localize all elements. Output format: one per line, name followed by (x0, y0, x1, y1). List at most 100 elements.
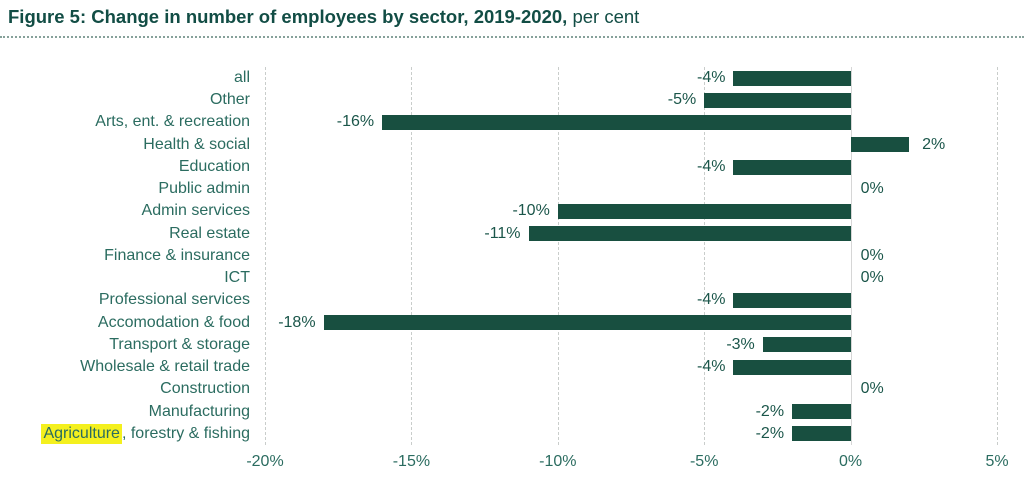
gridline (557, 67, 559, 445)
bar (323, 315, 851, 331)
value-label: 0% (860, 380, 884, 398)
value-label: -4% (697, 69, 726, 86)
value-label: -2% (755, 424, 785, 442)
gridline (704, 67, 706, 445)
plot-cell: -11% (265, 223, 997, 245)
category-label: Agriculture, forestry & fishing (41, 423, 250, 444)
bar (557, 204, 851, 219)
bar (733, 359, 851, 375)
plot-cell: -5% (265, 89, 997, 111)
value-label: 2% (922, 135, 946, 153)
category-label: Health & social (143, 135, 250, 153)
value-label: -10% (512, 202, 550, 220)
plot-cell: -4% (265, 356, 997, 378)
category-label: Transport & storage (109, 335, 250, 353)
x-axis: -20% -15% -10% -5% 0% 5% (246, 452, 1008, 479)
chart-row: Agriculture, forestry & fishing -2% (0, 423, 1024, 445)
bar (733, 70, 851, 86)
plot-cell: -4% (265, 67, 997, 89)
chart-row: Transport & storage -3% (0, 334, 1024, 356)
page: Figure 5: Change in number of employees … (0, 0, 1024, 479)
x-tick-label: -5% (689, 452, 719, 470)
x-tick-label: 0% (839, 452, 863, 470)
chart-row: Public admin 0% (0, 178, 1024, 200)
bar (733, 159, 851, 175)
category-label: Wholesale & retail trade (80, 358, 250, 376)
chart-row: Finance & insurance 0% (0, 245, 1024, 267)
x-tick-label: -20% (246, 452, 284, 470)
plot-cell: -3% (265, 334, 997, 356)
chart-row: all -4% (0, 67, 1024, 89)
category-label: Other (209, 91, 250, 109)
category-label: Construction (160, 380, 250, 398)
bar (733, 292, 851, 308)
x-tick-label: -10% (539, 452, 577, 470)
chart-row: Professional services -4% (0, 289, 1024, 311)
chart-row: Admin services -10% (0, 200, 1024, 222)
category-label: Public admin (158, 180, 250, 198)
category-label: ICT (224, 269, 250, 287)
value-label: -2% (755, 402, 785, 420)
chart-row: Arts, ent. & recreation -16% (0, 111, 1024, 133)
value-label: 0% (860, 269, 884, 287)
value-label: 0% (860, 246, 884, 264)
category-label: Professional services (98, 291, 250, 309)
value-label: -3% (726, 335, 755, 353)
value-label: -4% (697, 157, 726, 175)
bar (850, 137, 910, 153)
plot-cell: -16% (265, 111, 997, 133)
bar-chart: all -4% Other -5% Arts, ent. & recreation -16… (0, 67, 1024, 479)
plot-cell: 0% (265, 267, 997, 289)
bar (528, 226, 851, 242)
chart-rows: all -4% Other -5% Arts, ent. & recreation -16… (0, 67, 1024, 445)
chart-row: Education -4% (0, 156, 1024, 178)
plot-cell: -18% (265, 312, 997, 334)
bar (382, 115, 851, 131)
chart-row: Health & social 2% (0, 134, 1024, 156)
bar (792, 404, 851, 420)
figure-title-bold: Figure 5: Change in number of employees … (8, 6, 568, 27)
chart-row: Accomodation & food -18% (0, 312, 1024, 334)
category-label: Admin services (141, 202, 250, 220)
plot-cell: -10% (265, 200, 997, 222)
gridline (997, 67, 998, 445)
value-label: 0% (860, 180, 884, 198)
category-label: Finance & insurance (104, 246, 250, 264)
gridline-layer (265, 67, 998, 445)
value-label: -16% (336, 113, 375, 131)
plot-cell: -2% (265, 401, 997, 423)
plot-cell: -4% (265, 289, 997, 311)
plot-cell: 2% (265, 134, 997, 156)
chart-row: ICT 0% (0, 267, 1024, 289)
category-label: Manufacturing (148, 402, 250, 420)
gridline (265, 67, 266, 445)
plot-cell: -4% (265, 156, 997, 178)
zero-gridline (850, 67, 852, 445)
value-label: -18% (278, 313, 316, 331)
gridline (411, 67, 413, 445)
category-label: Education (178, 157, 250, 175)
plot-cell: 0% (265, 178, 997, 200)
category-label: all (233, 69, 250, 86)
bar (762, 337, 851, 353)
category-label: Real estate (169, 224, 250, 242)
highlighted-text: Agriculture (41, 423, 122, 444)
value-label: -4% (697, 358, 726, 376)
chart-row: Real estate -11% (0, 223, 1024, 245)
chart-row: Other -5% (0, 89, 1024, 111)
value-label: -11% (484, 224, 521, 242)
category-label: Accomodation & food (97, 313, 250, 331)
plot-cell: 0% (265, 378, 997, 400)
plot-cell: 0% (265, 245, 997, 267)
category-label: Arts, ent. & recreation (95, 113, 250, 131)
bar (792, 426, 851, 442)
chart-row: Wholesale & retail trade -4% (0, 356, 1024, 378)
bar (704, 92, 851, 108)
x-tick-label: 5% (985, 452, 1009, 470)
figure-title: Figure 5: Change in number of employees … (0, 0, 1024, 38)
chart-row: Manufacturing -2% (0, 401, 1024, 423)
value-label: -5% (667, 91, 697, 109)
x-tick-label: -15% (392, 452, 431, 470)
value-label: -4% (697, 291, 726, 309)
chart-row: Construction 0% (0, 378, 1024, 400)
